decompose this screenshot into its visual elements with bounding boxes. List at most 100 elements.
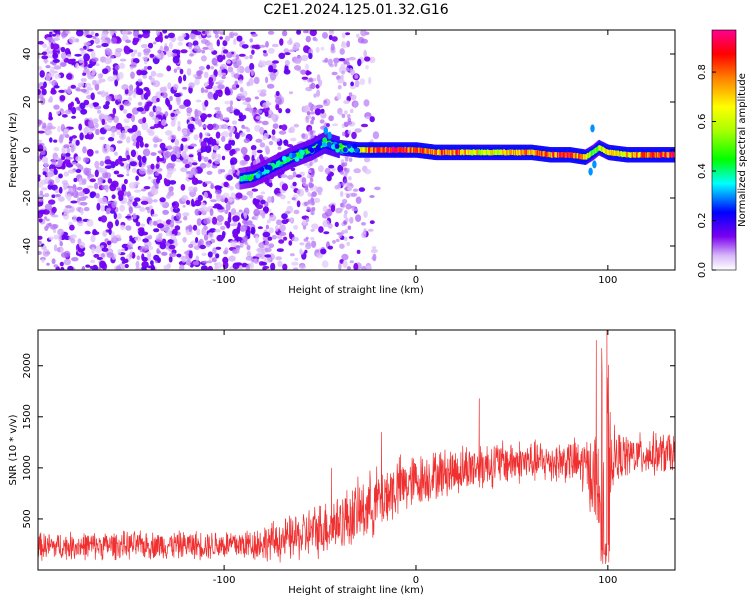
noise-speckle (345, 67, 350, 72)
noise-speckle (216, 30, 224, 34)
noise-speckle (346, 241, 351, 247)
noise-speckle (58, 234, 62, 242)
noise-speckle (288, 240, 293, 246)
noise-speckle (38, 119, 43, 125)
ridge-core (551, 152, 553, 158)
ridge-blob (346, 143, 352, 149)
noise-speckle (368, 76, 372, 85)
noise-speckle (341, 230, 345, 235)
noise-speckle (263, 132, 269, 139)
noise-speckle (318, 226, 324, 233)
ridge-core (544, 151, 547, 157)
ridge-core (393, 147, 396, 153)
ridge-blob (342, 147, 348, 153)
noise-speckle (214, 159, 220, 165)
ridge-core (588, 152, 591, 158)
noise-speckle (87, 72, 95, 80)
ridge-core (556, 152, 558, 158)
noise-speckle (75, 106, 81, 111)
noise-speckle (172, 55, 180, 64)
noise-speckle (52, 58, 60, 63)
noise-speckle (185, 170, 192, 175)
noise-speckle (226, 60, 231, 64)
noise-speckle (338, 233, 343, 239)
noise-speckle (249, 38, 253, 43)
noise-speckle (97, 179, 103, 186)
noise-speckle (59, 95, 66, 101)
noise-speckle (181, 137, 188, 142)
noise-speckle (182, 86, 187, 90)
noise-speckle (343, 236, 348, 241)
ridge-core (657, 152, 660, 158)
ridge-core (440, 149, 443, 155)
ridge-core (554, 152, 556, 158)
noise-speckle (243, 154, 250, 162)
ridge-core (527, 149, 529, 156)
noise-speckle (370, 248, 378, 254)
noise-speckle (239, 132, 246, 138)
noise-speckle (310, 172, 315, 178)
noise-speckle (75, 163, 82, 167)
noise-speckle (339, 243, 345, 249)
noise-speckle (327, 58, 333, 66)
noise-speckle (114, 50, 122, 58)
noise-speckle (369, 116, 375, 123)
noise-speckle (139, 207, 146, 212)
noise-speckle (140, 223, 146, 227)
noise-speckle (95, 45, 102, 49)
noise-speckle (245, 264, 250, 270)
ridge-core (387, 147, 389, 153)
ridge-core (450, 150, 453, 156)
noise-speckle (129, 161, 137, 167)
ridge-core (599, 145, 601, 151)
noise-speckle (98, 78, 106, 83)
ridge-core (620, 151, 622, 157)
noise-speckle (167, 167, 174, 175)
ridge-core (608, 150, 611, 156)
noise-speckle (218, 69, 223, 77)
noise-speckle (123, 109, 128, 114)
noise-speckle (38, 40, 44, 45)
noise-speckle (86, 185, 95, 189)
noise-speckle (66, 147, 71, 155)
noise-speckle (338, 262, 342, 270)
noise-speckle (99, 260, 107, 269)
ridge-core (635, 151, 638, 158)
noise-speckle (301, 133, 306, 139)
ridge-core (636, 152, 639, 158)
noise-speckle (135, 260, 140, 268)
noise-speckle (238, 53, 246, 57)
noise-speckle (156, 177, 160, 184)
noise-speckle (108, 137, 115, 142)
noise-speckle (281, 30, 288, 37)
noise-speckle (39, 190, 44, 195)
noise-speckle (259, 126, 265, 135)
noise-speckle (308, 102, 312, 108)
noise-speckle (146, 168, 154, 175)
noise-speckle (182, 204, 186, 208)
noise-speckle (173, 110, 182, 115)
noise-speckle (211, 57, 218, 66)
noise-speckle (128, 195, 134, 200)
noise-speckle (44, 251, 51, 255)
ridge-core (407, 147, 409, 153)
ridge-core (607, 149, 610, 156)
noise-speckle (305, 63, 309, 71)
ridge-core (494, 149, 497, 155)
noise-speckle (313, 93, 317, 98)
noise-speckle (176, 253, 182, 258)
noise-speckle (281, 213, 288, 220)
noise-speckle (80, 81, 85, 87)
noise-speckle (182, 212, 190, 217)
noise-speckle (276, 235, 283, 240)
noise-speckle (73, 177, 78, 183)
ridge-core (589, 151, 592, 157)
noise-speckle (200, 55, 207, 62)
x-tick-label: 0 (413, 575, 419, 586)
noise-speckle (130, 149, 136, 158)
noise-speckle (303, 45, 310, 53)
noise-speckle (151, 95, 159, 104)
ridge-core (604, 148, 606, 154)
noise-speckle (93, 253, 100, 258)
ridge-core (585, 154, 588, 160)
